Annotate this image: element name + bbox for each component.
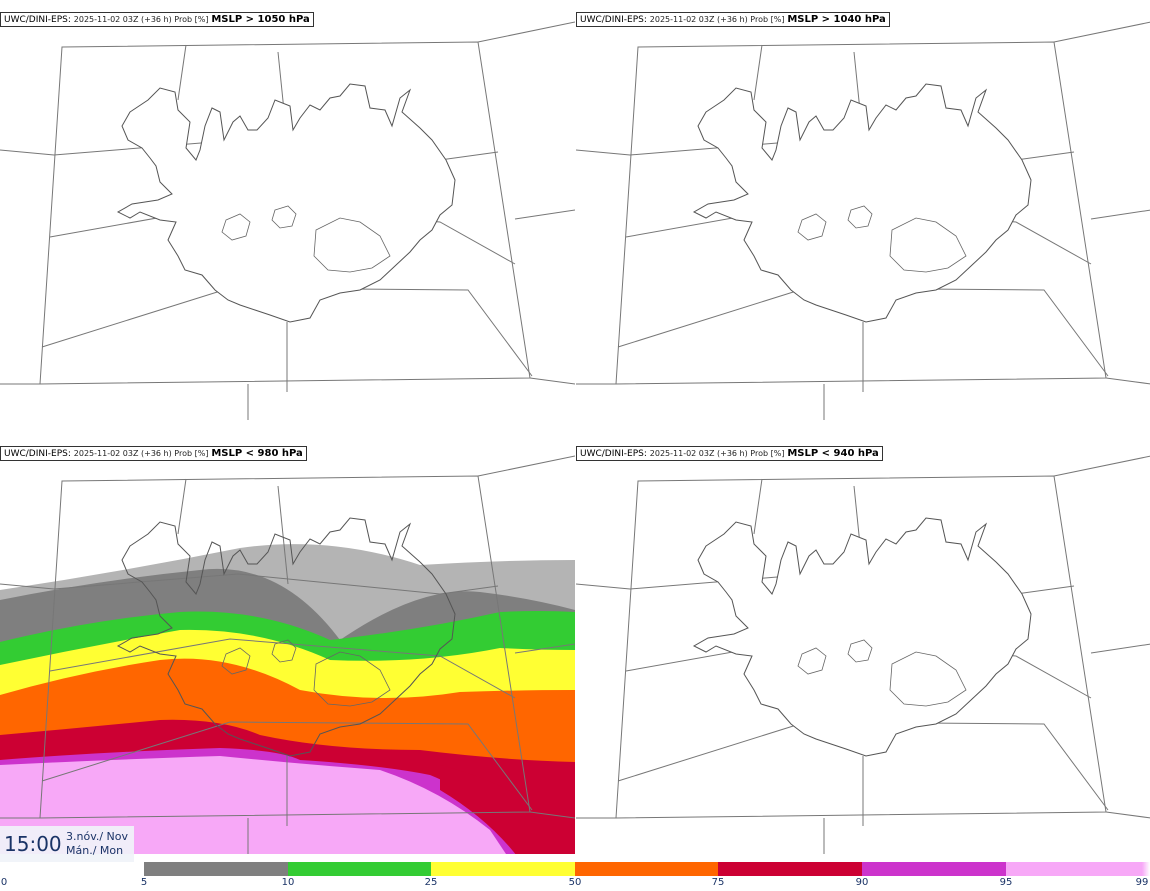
map-panel-mslp-gt-1050: UWC/DINI-EPS: 2025-11-02 03Z (+36 h) Pro… [0,0,575,420]
coastline [692,83,1032,323]
graticule-line [177,44,187,101]
coastline [116,517,456,757]
glacier-outline [889,651,967,707]
panel-label: UWC/DINI-EPS: 2025-11-02 03Z (+36 h) Pro… [0,446,307,461]
graticule-line [514,209,575,220]
iceland-map [576,455,1150,854]
graticule-line [529,811,575,819]
graticule-line [1105,377,1150,385]
map-panel-mslp-lt-980: UWC/DINI-EPS: 2025-11-02 03Z (+36 h) Pro… [0,434,575,854]
graticule-line [1090,209,1150,220]
scale-tick-label: 95 [999,877,1013,888]
panel-label: UWC/DINI-EPS: 2025-11-02 03Z (+36 h) Pro… [0,12,314,27]
map-grid-lines [0,455,575,854]
map-panel-mslp-gt-1040: UWC/DINI-EPS: 2025-11-02 03Z (+36 h) Pro… [576,0,1150,420]
scale-tick-label: 50 [568,877,582,888]
scale-tick-label: 10 [281,877,295,888]
graticule-line [529,377,575,385]
probability-bands [0,544,575,854]
graticule-line [49,638,516,699]
scale-tick-label: 90 [855,877,869,888]
glacier-outline [847,205,873,229]
graticule-line [1053,455,1150,477]
scale-segment [718,862,862,876]
scale-segment [288,862,431,876]
map-panel-mslp-lt-940: UWC/DINI-EPS: 2025-11-02 03Z (+36 h) Pro… [576,434,1150,854]
valid-time-box: 15:00 3.nóv./ Nov Mán./ Mon [0,826,134,862]
scale-tick-label: 75 [711,877,725,888]
scale-tick-label: 0 [0,877,8,888]
graticule-line [1105,811,1150,819]
scale-segment [1006,862,1142,876]
panel-label: UWC/DINI-EPS: 2025-11-02 03Z (+36 h) Pro… [576,12,890,27]
graticule-line [753,478,763,535]
iceland-coastline [116,517,456,757]
scale-segment [862,862,1006,876]
graticule-line [277,485,289,585]
graticule-line [514,643,575,654]
panel-label: UWC/DINI-EPS: 2025-11-02 03Z (+36 h) Pro… [576,446,883,461]
graticule-line [1053,21,1150,43]
glacier-outline [847,639,873,663]
coastline [116,83,456,323]
glacier-outline [797,647,827,675]
glacier-outline [313,217,391,273]
valid-date-line2: Mán./ Mon [66,844,124,857]
scale-segment [575,862,718,876]
graticule-line [177,478,187,535]
scale-segment [144,862,288,876]
glacier-outline [221,647,251,675]
iceland-coastline [692,83,1032,323]
graticule-line [1090,643,1150,654]
valid-date-line1: 3.nóv./ Nov [66,830,129,843]
graticule-line [477,455,575,477]
valid-date: 3.nóv./ Nov Mán./ Mon [66,830,128,858]
scale-tick-label: 5 [140,877,148,888]
glacier-outline [271,639,297,663]
valid-time: 15:00 [4,832,62,856]
scale-segment [1142,862,1150,876]
band-90-lower [440,765,575,854]
glacier-outline [889,217,967,273]
iceland-map [0,21,575,420]
scale-tick-label: 25 [424,877,438,888]
graticule-line [0,573,499,595]
glacier-outline [797,213,827,241]
probability-color-scale: 0 5 10 25 50 75 90 95 99 [0,862,1150,891]
graticule-line [753,44,763,101]
scale-segment [431,862,575,876]
iceland-coastline [116,83,456,323]
graticule-line [41,721,533,811]
coastline [692,517,1032,757]
scale-tick-label: 99 [1135,877,1149,888]
glacier-outline [221,213,251,241]
iceland-map [576,21,1150,420]
graticule-line [477,21,575,43]
scale-segment [0,862,144,876]
glacier-outline [271,205,297,229]
iceland-coastline [692,517,1032,757]
iceland-map-probability-fill [0,455,575,854]
glacier-outline [313,651,391,707]
